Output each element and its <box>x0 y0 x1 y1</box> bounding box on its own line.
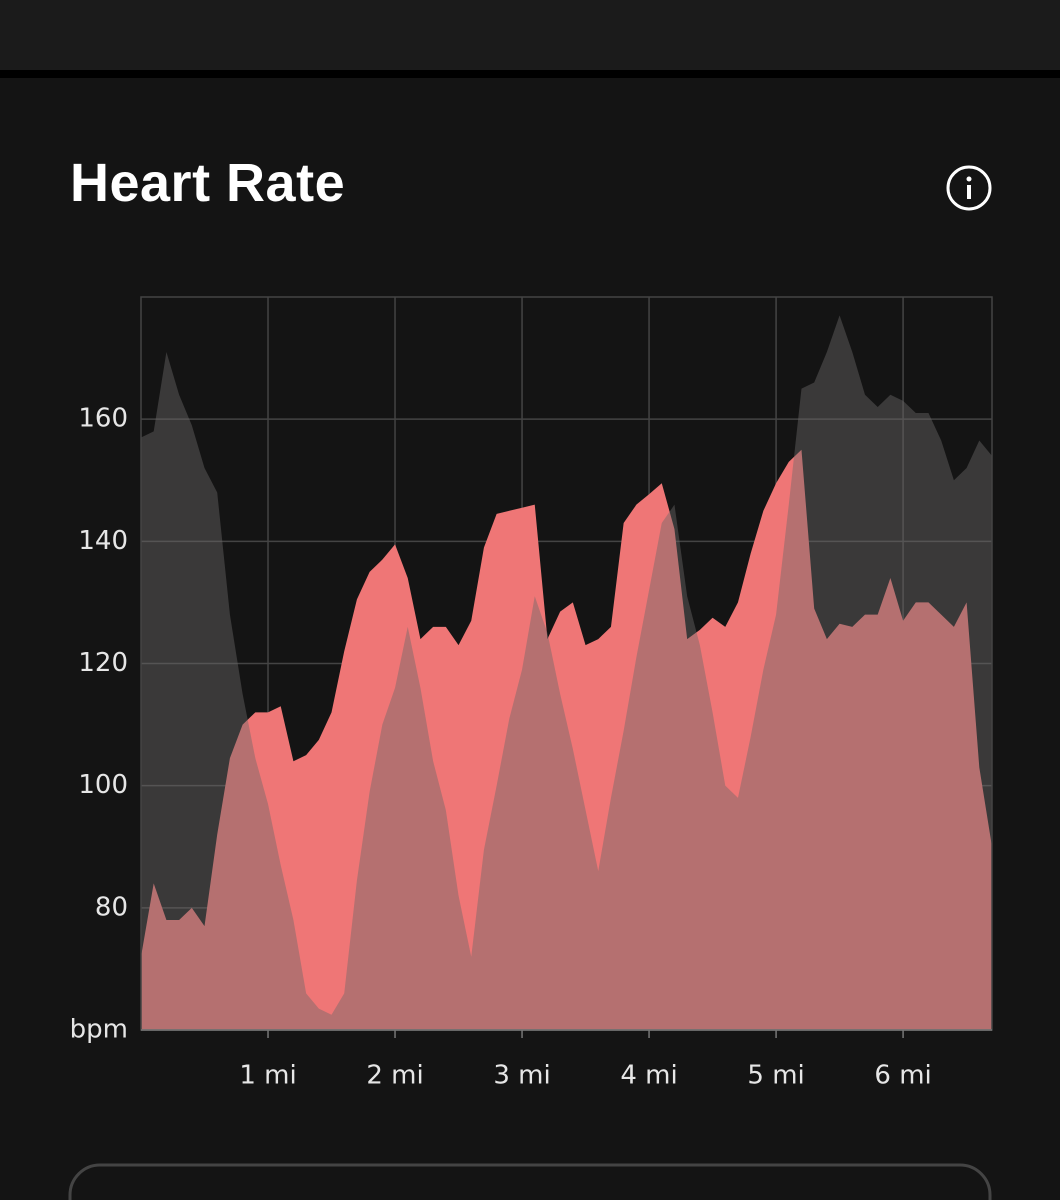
y-tick-label: bpm <box>70 1015 128 1045</box>
info-icon[interactable] <box>946 165 992 211</box>
x-tick-label: 1 mi <box>239 1061 296 1091</box>
area <box>141 449 992 1030</box>
area <box>141 315 992 1030</box>
x-tick-label: 4 mi <box>620 1061 677 1091</box>
y-tick-label: 160 <box>78 404 128 434</box>
y-tick-label: 100 <box>78 770 128 800</box>
top-bar <box>0 0 1060 70</box>
x-tick-label: 5 mi <box>747 1061 804 1091</box>
y-tick-label: 120 <box>78 648 128 678</box>
x-tick-label: 6 mi <box>874 1061 931 1091</box>
x-tick-label: 3 mi <box>493 1061 550 1091</box>
areas <box>141 315 992 1030</box>
divider <box>0 70 1060 78</box>
y-tick-label: 80 <box>95 892 128 922</box>
next-card <box>68 1163 992 1200</box>
labels: bpm 80 100 120 140 160 1 mi 2 mi 3 mi 4 mi 5 mi 6 m… <box>70 404 932 1091</box>
x-tick-label: 2 mi <box>366 1061 423 1091</box>
y-tick-label: 140 <box>78 526 128 556</box>
card-title: Heart Rate <box>70 153 346 213</box>
